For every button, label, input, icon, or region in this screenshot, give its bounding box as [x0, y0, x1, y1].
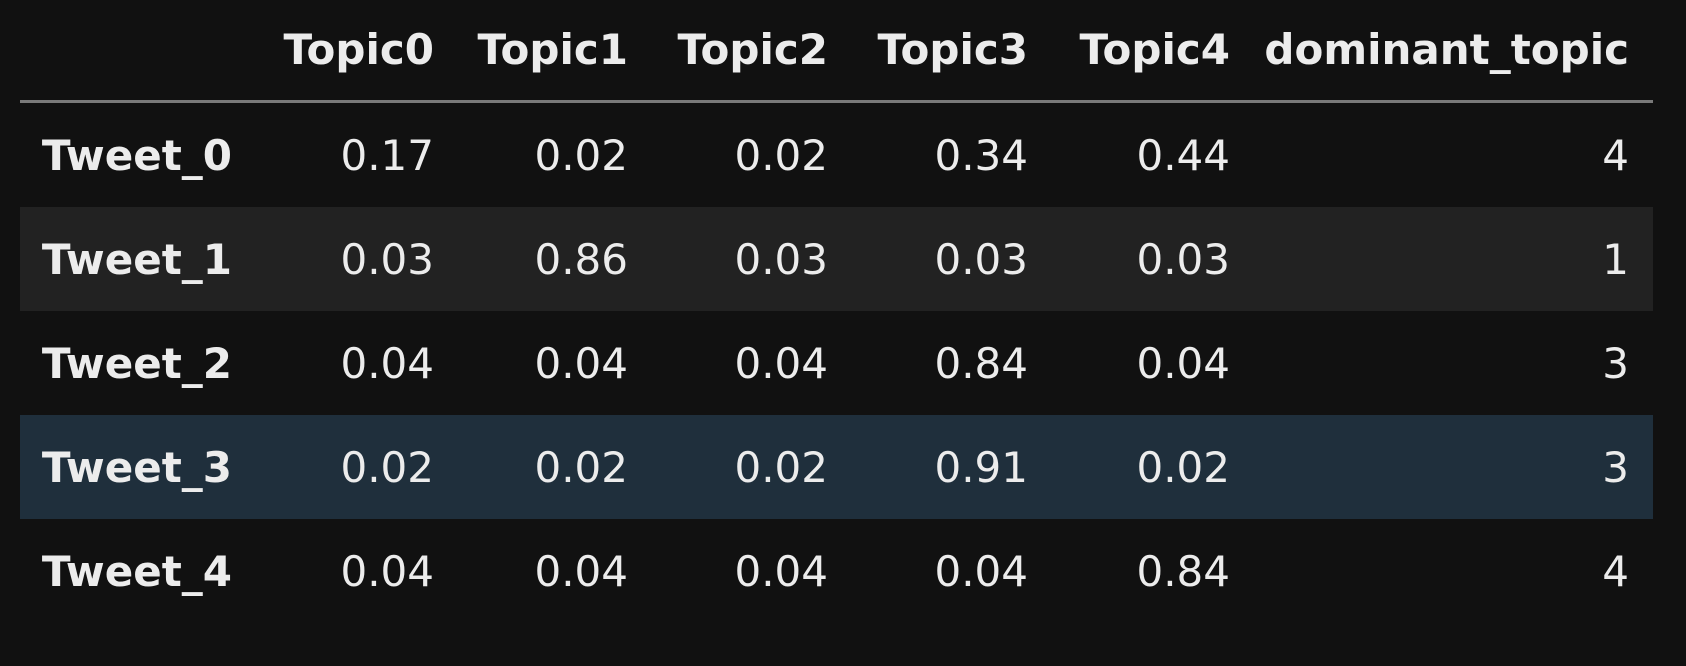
table-cell: 0.84	[1136, 546, 1230, 596]
table-cell: 0.04	[340, 338, 434, 388]
table-cell: 0.03	[734, 234, 828, 284]
table-row: Tweet_4 0.04 0.04 0.04 0.04 0.84 4	[20, 519, 1653, 623]
table-cell: 3	[1602, 338, 1629, 388]
table-cell: 3	[1602, 442, 1629, 492]
column-header-topic1: Topic1	[458, 8, 652, 103]
table-cell: 4	[1602, 130, 1629, 180]
table-cell: 0.02	[734, 130, 828, 180]
column-header-topic0: Topic0	[256, 8, 458, 103]
table-row: Tweet_1 0.03 0.86 0.03 0.03 0.03 1	[20, 207, 1653, 311]
table-cell: 0.04	[934, 546, 1028, 596]
row-index-label: Tweet_3	[41, 442, 232, 492]
table-cell: 4	[1602, 546, 1629, 596]
table-row: Tweet_0 0.17 0.02 0.02 0.34 0.44 4	[20, 101, 1653, 207]
table-cell: 0.17	[340, 130, 434, 180]
table-cell: 1	[1602, 234, 1629, 284]
table-cell: 0.86	[534, 234, 628, 284]
table-body: Tweet_0 0.17 0.02 0.02 0.34 0.44 4 Tweet…	[20, 101, 1653, 623]
table-cell: 0.84	[934, 338, 1028, 388]
table-cell: 0.04	[734, 546, 828, 596]
table-cell: 0.03	[934, 234, 1028, 284]
table-cell: 0.04	[534, 338, 628, 388]
column-header-dominant-topic: dominant_topic	[1254, 8, 1653, 103]
table-cell: 0.02	[340, 442, 434, 492]
table-cell: 0.02	[534, 130, 628, 180]
table-cell: 0.03	[1136, 234, 1230, 284]
table-cell: 0.02	[734, 442, 828, 492]
table-cell: 0.02	[534, 442, 628, 492]
row-index-label: Tweet_4	[41, 546, 232, 596]
table-cell: 0.91	[934, 442, 1028, 492]
index-column-header	[20, 8, 256, 103]
table-cell: 0.04	[340, 546, 434, 596]
table-cell: 0.03	[340, 234, 434, 284]
row-index-label: Tweet_2	[41, 338, 232, 388]
column-header-topic3: Topic3	[852, 8, 1052, 103]
row-index-label: Tweet_0	[41, 130, 232, 180]
table-cell: 0.04	[1136, 338, 1230, 388]
dataframe-table: Topic0 Topic1 Topic2 Topic3 Topic4 domin…	[20, 8, 1653, 623]
header-row: Topic0 Topic1 Topic2 Topic3 Topic4 domin…	[20, 8, 1653, 103]
table-row: Tweet_2 0.04 0.04 0.04 0.84 0.04 3	[20, 311, 1653, 415]
table-header: Topic0 Topic1 Topic2 Topic3 Topic4 domin…	[20, 8, 1653, 103]
table-cell: 0.34	[934, 130, 1028, 180]
column-header-topic2: Topic2	[652, 8, 852, 103]
row-index-label: Tweet_1	[41, 234, 232, 284]
table-cell: 0.44	[1136, 130, 1230, 180]
table-cell: 0.04	[534, 546, 628, 596]
table-cell: 0.02	[1136, 442, 1230, 492]
column-header-topic4: Topic4	[1052, 8, 1254, 103]
table-cell: 0.04	[734, 338, 828, 388]
table-row-highlighted: Tweet_3 0.02 0.02 0.02 0.91 0.02 3	[20, 415, 1653, 519]
